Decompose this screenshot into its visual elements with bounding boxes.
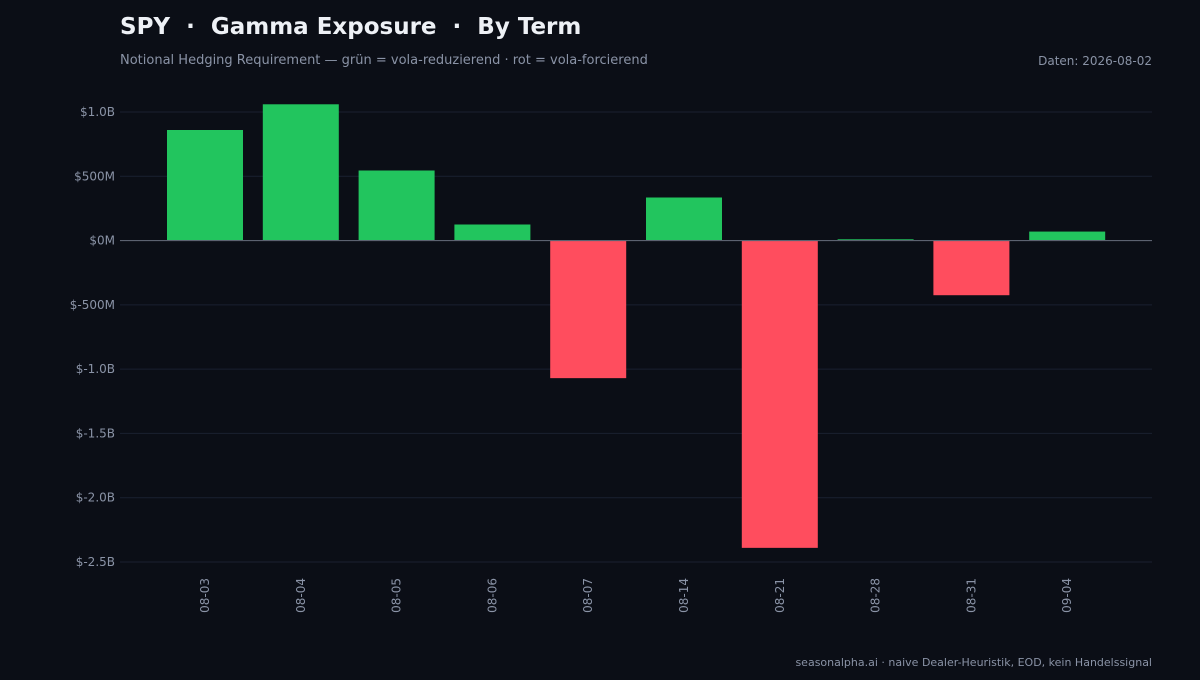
- x-tick-label: 08-05: [390, 578, 404, 613]
- bar-09-04: [1029, 231, 1106, 241]
- x-axis-ticks: 08-03 08-04 08-05 08-06 08-07 08-14 08-21 08-28…: [198, 578, 1074, 613]
- x-tick-label: 08-07: [581, 578, 595, 613]
- x-tick-label: 08-03: [198, 578, 212, 613]
- bar-08-07: [550, 240, 627, 379]
- x-tick-label: 08-31: [964, 578, 978, 613]
- data-date: Daten: 2026-08-02: [1038, 54, 1152, 68]
- footer-note: seasonalpha.ai · naive Dealer-Heuristik,…: [795, 656, 1152, 669]
- bar-08-14: [646, 197, 722, 241]
- x-tick-label: 09-04: [1060, 578, 1074, 613]
- bar-08-03: [167, 130, 243, 241]
- x-tick-label: 08-06: [485, 578, 499, 613]
- x-tick-label: 08-28: [869, 578, 883, 613]
- x-tick-label: 08-04: [294, 578, 308, 613]
- y-axis-ticks: $1.0B $500M $0M $-500M $-1.0B $-1.5B $-2.0B $-2…: [70, 105, 115, 569]
- x-tick-label: 08-21: [773, 578, 787, 613]
- bar-08-04: [262, 104, 339, 241]
- y-tick-label: $-500M: [70, 298, 115, 312]
- bar-08-06: [454, 224, 531, 241]
- chart-subtitle: Notional Hedging Requirement — grün = vo…: [120, 53, 648, 68]
- bar-08-31: [933, 240, 1010, 296]
- bar-08-28: [837, 239, 914, 241]
- bar-08-21: [741, 240, 818, 548]
- y-tick-label: $-1.0B: [76, 362, 115, 376]
- bars: [167, 104, 1106, 548]
- x-tick-label: 08-14: [677, 578, 691, 613]
- y-tick-label: $1.0B: [80, 105, 115, 119]
- chart-title: SPY · Gamma Exposure · By Term: [120, 14, 582, 40]
- y-tick-label: $-1.5B: [76, 426, 115, 440]
- bar-08-05: [358, 170, 435, 241]
- y-tick-label: $500M: [74, 169, 115, 183]
- y-tick-label: $-2.5B: [76, 555, 115, 569]
- y-tick-label: $-2.0B: [76, 491, 115, 505]
- y-tick-label: $0M: [89, 234, 115, 248]
